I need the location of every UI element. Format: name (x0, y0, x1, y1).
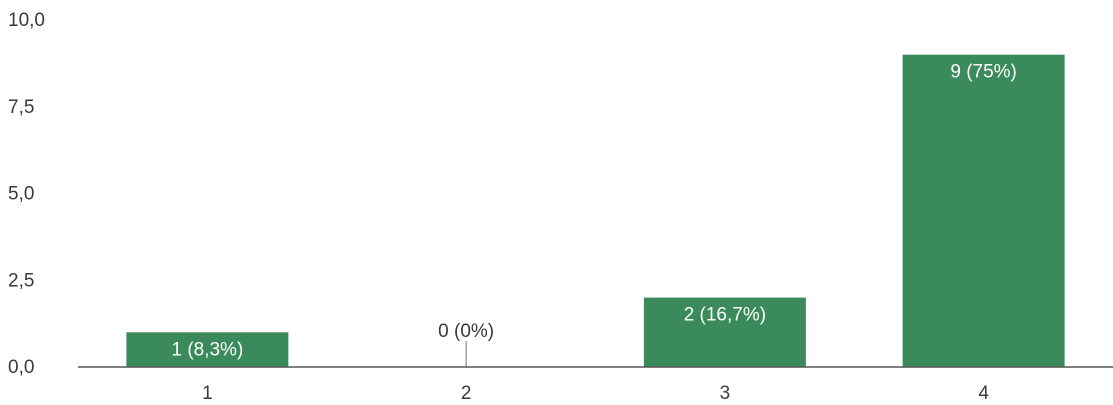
bar-data-label: 2 (16,7%) (684, 305, 766, 326)
x-tick-label: 1 (202, 383, 213, 404)
bar-data-label: 1 (8,3%) (171, 339, 243, 360)
bar-data-label: 9 (75%) (950, 62, 1017, 83)
y-tick-label: 10,0 (8, 10, 45, 31)
bars: 1 (8,3%) 0 (0%) 2 (16,7%) 9 (75%) (126, 54, 1065, 367)
bar-data-label: 0 (0%) (438, 321, 494, 342)
x-axis: 1 2 3 4 (78, 366, 1113, 404)
y-axis: 0,0 2,5 5,0 7,5 10,0 (8, 10, 45, 378)
y-tick-label: 5,0 (8, 184, 34, 205)
bar-3 (643, 297, 806, 367)
y-tick-label: 2,5 (8, 270, 34, 291)
y-tick-label: 7,5 (8, 97, 34, 118)
x-tick-label: 4 (978, 383, 989, 404)
x-tick-label: 3 (720, 383, 731, 404)
bar-4 (902, 54, 1065, 367)
bar-1 (126, 332, 289, 367)
x-tick-label: 2 (461, 383, 472, 404)
y-tick-label: 0,0 (8, 357, 34, 378)
